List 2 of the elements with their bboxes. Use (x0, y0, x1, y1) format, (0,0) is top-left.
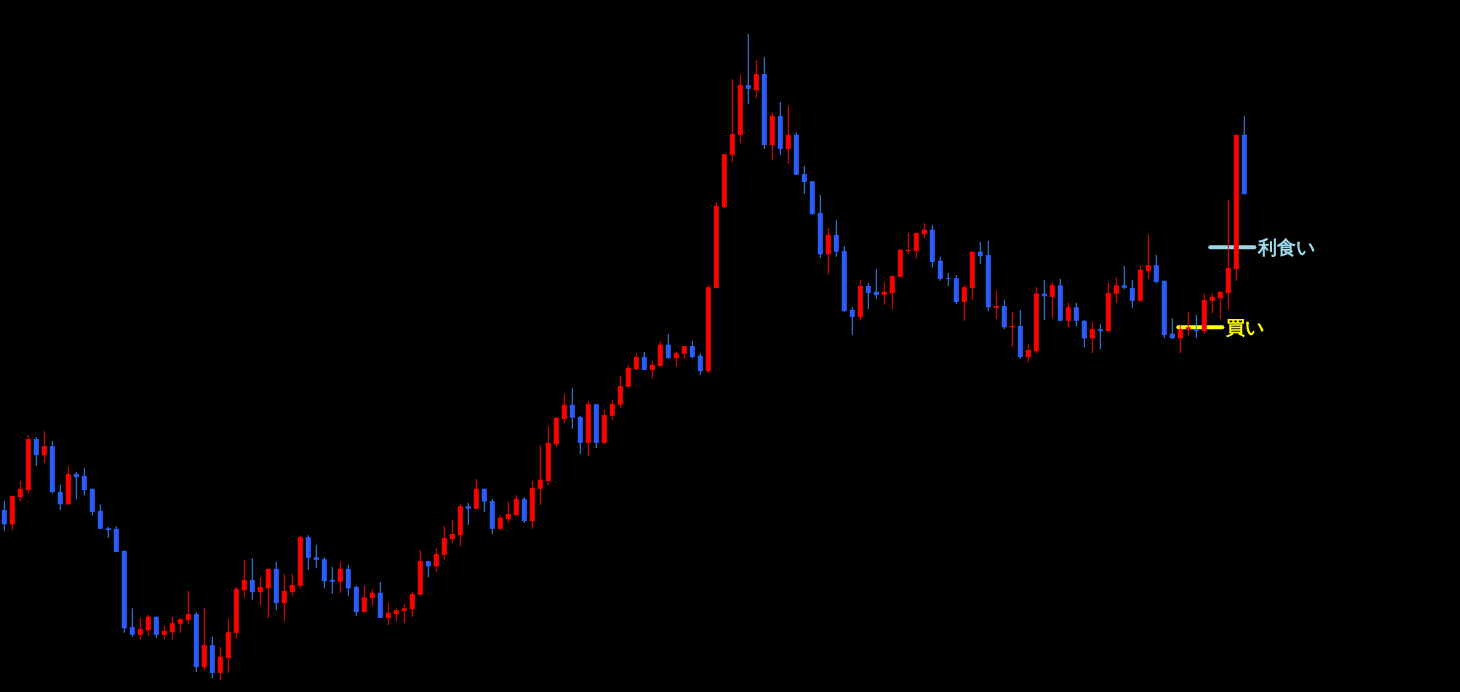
ref-line-label: 買い (1225, 316, 1265, 339)
ref-line-label: 利食い (1257, 236, 1316, 259)
